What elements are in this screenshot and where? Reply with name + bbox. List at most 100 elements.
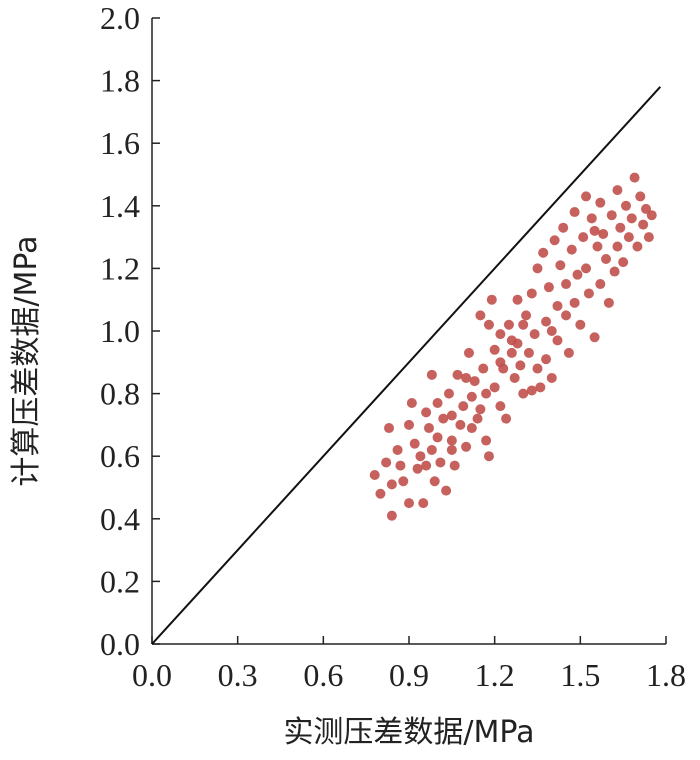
data-point: [426, 369, 437, 380]
data-point: [629, 172, 640, 183]
data-point: [643, 232, 654, 243]
data-point: [575, 319, 586, 330]
data-point: [546, 372, 557, 383]
data-point: [581, 191, 592, 202]
data-point: [386, 510, 397, 521]
data-point: [395, 460, 406, 471]
data-point: [558, 222, 569, 233]
data-point: [609, 266, 620, 277]
data-point: [601, 254, 612, 265]
data-point: [441, 485, 452, 496]
y-tick-label: 1.0: [100, 313, 140, 349]
y-tick-label: 0.0: [100, 626, 140, 662]
data-point: [555, 260, 566, 271]
x-axis-ticks: 0.0 0.3 0.6 0.9 1.2 1.5 1.8: [132, 636, 686, 693]
data-point: [398, 476, 409, 487]
x-tick-label: 1.8: [646, 657, 686, 693]
data-point: [443, 388, 454, 399]
data-point: [509, 372, 520, 383]
data-point: [392, 444, 403, 455]
data-point: [483, 319, 494, 330]
data-point: [495, 357, 506, 368]
data-point: [526, 385, 537, 396]
data-point: [481, 435, 492, 446]
data-point: [466, 423, 477, 434]
data-point: [532, 363, 543, 374]
data-point: [549, 235, 560, 246]
data-point: [618, 257, 629, 268]
data-point: [432, 432, 443, 443]
data-point: [543, 282, 554, 293]
data-point: [532, 263, 543, 274]
x-axis-title: 实测压差数据/MPa: [283, 715, 534, 750]
data-point: [475, 404, 486, 415]
x-tick-label: 0.3: [218, 657, 258, 693]
data-point: [615, 222, 626, 233]
data-point: [409, 438, 420, 449]
y-tick-label: 1.6: [100, 125, 140, 161]
data-point: [489, 344, 500, 355]
data-point: [561, 279, 572, 290]
data-point: [603, 297, 614, 308]
data-point: [612, 241, 623, 252]
y-tick-label: 0.8: [100, 376, 140, 412]
data-point: [406, 397, 417, 408]
data-point: [469, 376, 480, 387]
data-point: [506, 347, 517, 358]
data-point: [495, 329, 506, 340]
data-point: [426, 444, 437, 455]
data-point: [569, 207, 580, 218]
data-point: [461, 441, 472, 452]
data-point: [506, 335, 517, 346]
data-point: [446, 410, 457, 421]
data-point: [483, 451, 494, 462]
x-tick-label: 0.0: [132, 657, 172, 693]
data-point: [538, 247, 549, 258]
data-point: [495, 401, 506, 412]
data-point: [612, 185, 623, 196]
data-point: [621, 200, 632, 211]
data-point: [412, 463, 423, 474]
reference-line-y-equals-x: [151, 86, 662, 645]
data-point: [421, 460, 432, 471]
data-point: [463, 347, 474, 358]
data-point: [475, 310, 486, 321]
data-point: [375, 488, 386, 499]
data-point: [449, 460, 460, 471]
data-point: [561, 310, 572, 321]
data-point: [404, 419, 414, 430]
data-point: [515, 360, 526, 371]
data-point: [421, 407, 432, 418]
data-point: [541, 316, 552, 327]
x-tick-label: 0.6: [303, 657, 343, 693]
data-point: [623, 232, 634, 243]
y-axis-title: 计算压差数据/MPa: [9, 235, 44, 486]
y-tick-label: 1.8: [100, 63, 140, 99]
data-point: [486, 294, 497, 305]
data-point: [384, 423, 395, 434]
x-tick-label: 1.5: [560, 657, 600, 693]
data-point: [446, 435, 457, 446]
data-point: [529, 329, 540, 340]
data-point: [566, 244, 577, 255]
data-point: [592, 241, 603, 252]
data-point: [438, 413, 449, 424]
data-point: [595, 197, 606, 208]
data-point: [481, 388, 492, 399]
data-point: [423, 423, 434, 434]
data-point: [523, 347, 534, 358]
y-tick-label: 0.2: [100, 563, 140, 599]
data-point: [404, 498, 414, 509]
data-point: [478, 363, 489, 374]
data-point: [572, 269, 583, 280]
data-point: [455, 419, 466, 430]
y-tick-label: 2.0: [100, 0, 140, 36]
data-point: [452, 369, 463, 380]
data-point: [466, 391, 477, 402]
data-point: [472, 413, 483, 424]
y-tick-label: 0.4: [100, 501, 140, 537]
data-point: [541, 354, 552, 365]
data-point: [512, 294, 523, 305]
data-point: [535, 382, 546, 393]
